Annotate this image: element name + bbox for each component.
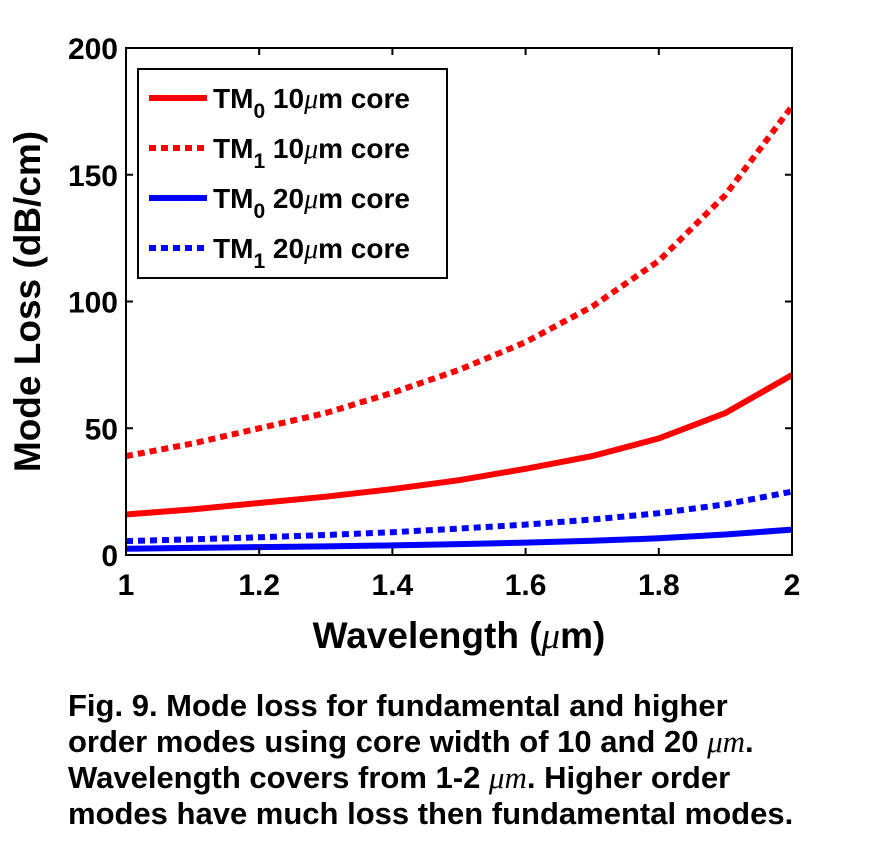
ticks-layer xyxy=(125,47,793,556)
series-line-2 xyxy=(125,104,795,460)
caption-mu-2: μm xyxy=(488,760,527,795)
caption-line-3a: Wavelength covers from 1-2 xyxy=(68,760,489,795)
caption-line-2a: order modes using core width of 10 and 2… xyxy=(68,724,708,759)
legend-label-4: TM1 20μm core xyxy=(213,233,410,273)
series-line-3 xyxy=(125,526,793,552)
series-line-1 xyxy=(125,372,794,518)
legend-box xyxy=(137,68,448,279)
series-line-4 xyxy=(125,488,793,545)
series-layer xyxy=(125,104,795,552)
x-tick-label-3: 1.6 xyxy=(505,569,547,602)
x-tick-label-4: 1.8 xyxy=(638,569,680,602)
caption-line-2b: . xyxy=(745,724,754,759)
y-tick-label-1: 50 xyxy=(85,413,118,446)
caption-line-1: Fig. 9. Mode loss for fundamental and hi… xyxy=(68,688,728,723)
legend-label-2: TM1 10μm core xyxy=(213,133,410,173)
y-axis-label: Mode Loss (dB/cm) xyxy=(7,131,48,472)
y-tick-label-3: 150 xyxy=(68,160,118,193)
x-tick-label-5: 2 xyxy=(784,569,801,602)
y-tick-label-2: 100 xyxy=(68,287,118,320)
tick-labels: 1 1.2 1.4 1.6 1.8 2 0 50 100 150 200 xyxy=(68,33,800,602)
caption-line-3b: . Higher order xyxy=(526,760,731,795)
mode-loss-chart: 1 1.2 1.4 1.6 1.8 2 0 50 100 150 200 Wavelength (μ… xyxy=(7,33,800,657)
figure-caption: Fig. 9. Mode loss for fundamental and hi… xyxy=(68,688,860,832)
legend-label-3: TM0 20μm core xyxy=(213,183,410,223)
y-tick-label-0: 0 xyxy=(101,540,118,573)
caption-mu-1: μm xyxy=(707,724,746,759)
x-tick-label-1: 1.2 xyxy=(238,569,280,602)
x-axis-label: Wavelength (μm) xyxy=(313,615,606,657)
y-tick-label-4: 200 xyxy=(68,33,118,66)
legend-label-1: TM0 10μm core xyxy=(213,83,410,123)
caption-line-4: modes have much loss then fundamental mo… xyxy=(68,796,794,831)
x-tick-label-0: 1 xyxy=(118,569,135,602)
legend: TM0 10μm core TM1 10μm core TM0 20μm core T… xyxy=(137,68,448,279)
x-tick-label-2: 1.4 xyxy=(372,569,414,602)
